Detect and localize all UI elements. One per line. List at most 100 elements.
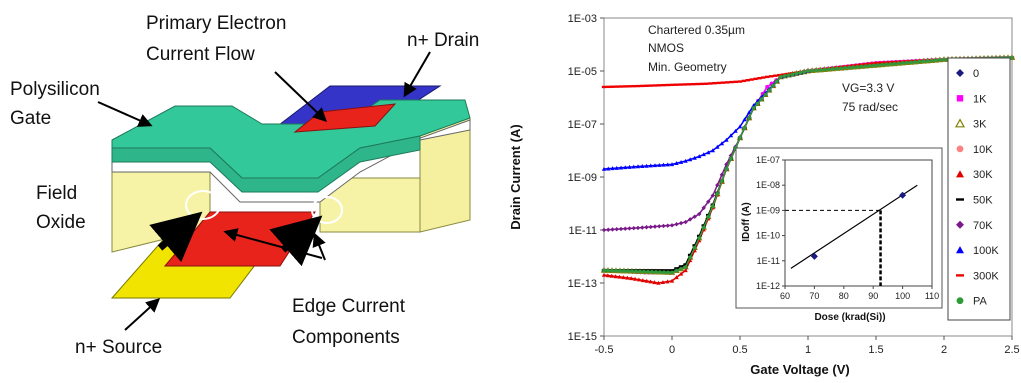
data-point bbox=[715, 144, 720, 149]
legend-label: 3K bbox=[973, 119, 987, 131]
data-point bbox=[627, 226, 632, 231]
legend-label: 10K bbox=[973, 144, 993, 156]
inset-y-title: IDoff (A) bbox=[741, 202, 752, 241]
data-point bbox=[621, 275, 626, 280]
data-point bbox=[843, 66, 847, 70]
inset-plot-area bbox=[784, 159, 933, 287]
data-point bbox=[692, 244, 697, 247]
data-point bbox=[601, 227, 607, 233]
data-point bbox=[674, 267, 679, 270]
data-point bbox=[623, 226, 628, 231]
legend-item: 1K bbox=[956, 93, 987, 105]
data-point bbox=[678, 271, 684, 276]
data-point bbox=[644, 163, 649, 168]
data-point bbox=[644, 225, 649, 230]
annotation-rate: 75 rad/sec bbox=[842, 100, 898, 114]
data-point bbox=[657, 162, 662, 167]
inset-y-tick-label: 1E-11 bbox=[757, 256, 780, 266]
data-point bbox=[636, 277, 642, 282]
drain-label: n+ Drain bbox=[407, 30, 480, 51]
data-point bbox=[737, 80, 743, 83]
data-point bbox=[765, 85, 769, 89]
data-point bbox=[640, 163, 645, 168]
data-point bbox=[630, 269, 634, 274]
data-point bbox=[678, 159, 684, 164]
data-point bbox=[610, 166, 615, 171]
data-point bbox=[742, 117, 747, 122]
data-point bbox=[614, 268, 618, 273]
inset-x-tick-label: 90 bbox=[868, 291, 878, 301]
data-point bbox=[733, 80, 738, 84]
x-tick-label: 0 bbox=[669, 344, 675, 356]
data-point bbox=[757, 77, 762, 80]
data-point bbox=[771, 83, 775, 88]
edge-label-1: Edge Current bbox=[292, 296, 406, 317]
legend-marker bbox=[956, 145, 964, 153]
y-tick-label: 1E-15 bbox=[568, 331, 597, 343]
data-point bbox=[606, 227, 611, 232]
data-point bbox=[640, 225, 645, 230]
data-point bbox=[617, 274, 622, 279]
data-point bbox=[650, 269, 654, 274]
data-point bbox=[706, 150, 711, 155]
data-point bbox=[710, 148, 715, 153]
legend-label: 0 bbox=[973, 68, 979, 80]
data-point bbox=[710, 204, 715, 208]
data-point bbox=[666, 270, 670, 275]
edge-arrow-left bbox=[149, 211, 203, 263]
data-point bbox=[614, 227, 619, 232]
legend-marker bbox=[956, 95, 964, 102]
iv-chart: 1E-15 1E-13 1E-11 1E-09 1E-07 1E-05 1E-03 -0.5… bbox=[500, 0, 1021, 378]
legend-item: 10K bbox=[956, 144, 993, 156]
data-point bbox=[631, 225, 636, 231]
data-point bbox=[695, 82, 700, 86]
inset-fit-line bbox=[790, 184, 918, 269]
data-point bbox=[687, 253, 693, 257]
data-point bbox=[1010, 55, 1014, 60]
data-point bbox=[853, 64, 859, 67]
data-point bbox=[881, 61, 887, 64]
data-point bbox=[669, 269, 675, 272]
data-point bbox=[646, 269, 650, 274]
data-point bbox=[678, 83, 683, 86]
data-point bbox=[644, 278, 649, 283]
data-point bbox=[724, 167, 729, 171]
data-point bbox=[857, 63, 863, 67]
data-point bbox=[622, 269, 626, 273]
data-point bbox=[701, 225, 706, 230]
data-point bbox=[674, 268, 679, 273]
data-point bbox=[601, 272, 607, 277]
transistor-3d-drawing bbox=[97, 51, 471, 331]
data-point bbox=[679, 266, 683, 271]
x-tick-label: 0.5 bbox=[732, 344, 747, 356]
drain-pointer bbox=[403, 51, 431, 98]
data-point bbox=[625, 275, 630, 280]
data-point bbox=[712, 82, 717, 85]
data-point bbox=[665, 83, 670, 87]
legend-item: 100K bbox=[956, 245, 999, 257]
data-point bbox=[658, 270, 662, 274]
data-point bbox=[665, 269, 671, 272]
data-point bbox=[873, 61, 879, 65]
data-point bbox=[925, 59, 930, 63]
data-point bbox=[652, 224, 658, 229]
data-point bbox=[688, 255, 693, 260]
gate-label-2: Gate bbox=[10, 108, 52, 129]
data-point bbox=[851, 65, 856, 70]
data-point bbox=[610, 227, 615, 232]
inset-x-tick-label: 110 bbox=[925, 291, 939, 301]
data-point bbox=[692, 245, 697, 250]
data-point bbox=[917, 59, 922, 64]
data-point bbox=[699, 82, 704, 86]
legend-item: 70K bbox=[956, 220, 993, 232]
data-point bbox=[605, 273, 611, 278]
data-point bbox=[867, 63, 872, 68]
x-tick-label: 2.5 bbox=[1004, 344, 1019, 356]
data-point bbox=[777, 73, 782, 77]
data-point bbox=[601, 85, 607, 89]
data-point bbox=[759, 97, 764, 102]
edge-arrow-right bbox=[269, 215, 323, 267]
data-point bbox=[909, 60, 913, 65]
data-point bbox=[884, 62, 889, 67]
field-oxide-mid bbox=[319, 177, 421, 233]
